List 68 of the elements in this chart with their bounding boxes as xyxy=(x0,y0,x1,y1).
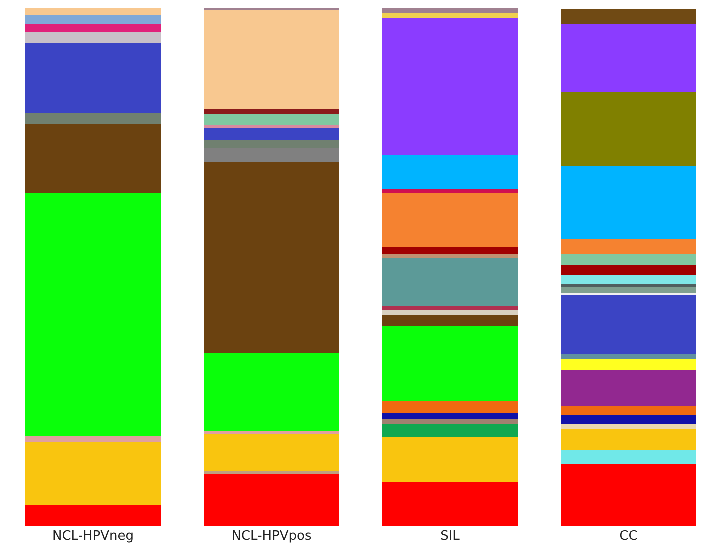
bar xyxy=(25,442,162,506)
bar xyxy=(382,482,518,526)
bar xyxy=(382,436,518,482)
bar xyxy=(382,418,518,424)
bar xyxy=(560,288,697,293)
bar xyxy=(204,114,340,126)
bar xyxy=(204,431,340,434)
bar xyxy=(382,14,518,18)
bar xyxy=(382,326,518,402)
bar xyxy=(204,472,340,474)
bar xyxy=(382,254,518,258)
bar xyxy=(560,9,697,24)
bar xyxy=(25,15,162,24)
bar xyxy=(560,24,697,92)
bar xyxy=(25,43,162,114)
bar xyxy=(560,354,697,360)
bar xyxy=(25,32,162,44)
bar xyxy=(382,306,518,310)
bar xyxy=(382,310,518,316)
bar xyxy=(382,247,518,254)
bar xyxy=(560,284,697,288)
bar xyxy=(204,474,340,526)
bar xyxy=(560,92,697,167)
bar xyxy=(382,402,518,414)
bar xyxy=(25,113,162,124)
bar xyxy=(560,292,697,296)
bar xyxy=(560,450,697,464)
bar xyxy=(560,166,697,240)
bar xyxy=(25,124,162,193)
bar xyxy=(560,295,697,354)
bar xyxy=(204,148,340,162)
bar xyxy=(25,505,162,526)
bar xyxy=(560,415,697,424)
bar xyxy=(560,360,697,370)
x-tick-label: NCL-HPVneg xyxy=(52,529,134,544)
bar xyxy=(382,315,518,327)
bar xyxy=(382,156,518,189)
bar xyxy=(382,18,518,156)
bar xyxy=(204,434,340,472)
bar xyxy=(560,370,697,406)
x-tick-label: NCL-HPVpos xyxy=(232,529,312,544)
bar xyxy=(204,162,340,354)
bar xyxy=(204,354,340,432)
bar xyxy=(204,128,340,140)
bar xyxy=(204,110,340,114)
bar xyxy=(25,24,162,32)
bar xyxy=(204,140,340,148)
bar xyxy=(382,414,518,419)
bar xyxy=(204,10,340,110)
bar xyxy=(25,436,162,443)
bar xyxy=(560,254,697,265)
bar xyxy=(382,188,518,193)
bar xyxy=(382,424,518,437)
bar xyxy=(560,239,697,254)
x-tick-label: SIL xyxy=(440,529,461,544)
bar xyxy=(560,275,697,284)
bar xyxy=(560,464,697,526)
bar xyxy=(25,192,162,436)
bar xyxy=(382,8,518,14)
bar xyxy=(204,125,340,129)
x-tick-label: CC xyxy=(620,529,638,544)
bar xyxy=(382,258,518,306)
bar xyxy=(560,264,697,276)
bar xyxy=(560,424,697,430)
bar xyxy=(382,192,518,248)
bar xyxy=(560,429,697,450)
bar xyxy=(560,406,697,416)
bar xyxy=(25,8,162,16)
